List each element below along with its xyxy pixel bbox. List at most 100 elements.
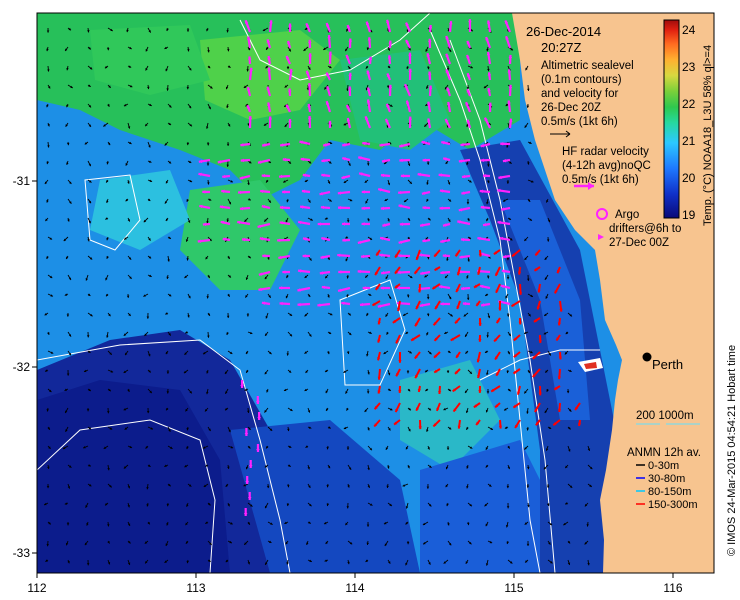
altimetry-arrow-head — [509, 561, 513, 564]
altimetry-arrow-head — [288, 370, 292, 373]
anmn-deep-arrow-head — [397, 308, 401, 312]
altimetry-arrow-head — [127, 504, 130, 508]
altimetry-arrow-head — [509, 161, 512, 164]
altimetry-arrow-head — [248, 160, 252, 164]
altimetry-arrow-head — [447, 523, 450, 526]
hf-radar-arrow-head — [268, 116, 272, 120]
anmn-deep-arrow-head — [553, 422, 557, 426]
hf-radar-arrow-head — [380, 206, 384, 211]
altimetry-arrow-head — [530, 294, 533, 297]
altimetry-arrow-head — [524, 238, 527, 241]
altimetry-arrow-head — [145, 560, 148, 564]
altimetry-arrow-head — [486, 276, 490, 279]
altimetry-arrow-head — [568, 409, 572, 412]
altimetry-arrow-head — [565, 331, 569, 335]
altimetry-arrow-head — [587, 448, 591, 451]
altimetry-arrow-head — [345, 48, 348, 52]
altimetry-arrow-head — [186, 560, 190, 564]
hf-radar-arrow-head — [443, 157, 447, 161]
altimetry-arrow-head — [524, 125, 527, 128]
anmn-deep-arrow-head — [558, 356, 562, 360]
altimetry-arrow-head — [205, 521, 208, 524]
altimetry-arrow-head — [426, 313, 430, 317]
altimetry-arrow-head — [325, 369, 328, 373]
altimetry-arrow-head — [47, 427, 50, 430]
altimetry-arrow-head — [123, 103, 127, 107]
altimetry-arrow-head — [428, 504, 432, 507]
altimetry-arrow-head — [584, 542, 587, 545]
hf-radar-arrow-head — [307, 39, 312, 43]
hf-radar-arrow-head — [256, 400, 260, 404]
altimetry-arrow-head — [185, 408, 188, 412]
hf-radar-arrow-head — [427, 118, 431, 122]
altimetry-arrow-head — [487, 315, 491, 319]
altimetry-arrow-head — [547, 503, 550, 506]
hf-radar-arrow-head — [302, 173, 307, 178]
anmn-deep-arrow-head — [434, 267, 438, 271]
altimetry-arrow-head — [469, 541, 472, 545]
altimetry-arrow-head — [348, 332, 352, 336]
altimetry-arrow-head — [448, 388, 451, 392]
hf-radar-arrow-head — [481, 303, 485, 307]
altimetry-arrow-head — [428, 217, 431, 221]
hf-radar-arrow-head — [244, 432, 249, 436]
altimetry-arrow-head — [423, 541, 426, 545]
hf-radar-arrow-head — [441, 140, 445, 145]
hf-radar-arrow-head — [346, 118, 351, 122]
hf-radar-arrow-head — [325, 23, 330, 27]
altimetry-arrow-head — [305, 445, 308, 448]
altimetry-arrow-head — [226, 143, 230, 146]
altimetry-arrow-head — [143, 294, 146, 297]
altimetry-arrow-head — [207, 335, 210, 338]
altimetry-arrow-head — [485, 293, 488, 296]
altimetry-arrow-head — [383, 351, 387, 355]
hf-legend-line: (4-12h avg)noQC — [562, 160, 651, 172]
altimetry-arrow-head — [248, 446, 251, 449]
altimetry-arrow-head — [345, 236, 348, 239]
altimetry-arrow-head — [564, 351, 568, 355]
altimetry-arrow-head — [46, 544, 50, 547]
altimetry-arrow-head — [67, 560, 70, 564]
altimetry-arrow-head — [468, 236, 471, 240]
altimetry-arrow-head — [127, 523, 131, 526]
hf-radar-arrow-head — [280, 143, 284, 147]
altimetry-arrow-head — [309, 559, 312, 563]
hf-radar-arrow-head — [458, 207, 463, 212]
hf-radar-arrow-head — [419, 303, 424, 308]
hf-radar-arrow-head — [462, 301, 466, 306]
altimetry-arrow-head — [48, 522, 51, 525]
altimetry-arrow-head — [450, 314, 453, 317]
altimetry-arrow-head — [188, 160, 192, 163]
altimetry-arrow-head — [309, 503, 312, 507]
hf-radar-arrow-head — [259, 237, 264, 241]
altimetry-arrow-head — [124, 427, 128, 430]
altimetry-arrow-head — [346, 447, 350, 450]
altimetry-arrow-head — [106, 335, 109, 338]
altimetry-arrow-head — [489, 540, 493, 544]
altimetry-arrow-head — [486, 48, 489, 52]
anmn-deep-arrow-head — [577, 423, 582, 427]
altimetry-arrow-head — [166, 28, 169, 32]
altimetry-arrow-head — [186, 142, 190, 146]
anmn-deep-arrow-head — [395, 408, 399, 413]
altimetry-arrow-head — [446, 370, 450, 374]
altimetry-arrow-head — [65, 124, 68, 127]
altimetry-arrow-head — [108, 313, 111, 317]
altimetry-arrow-head — [68, 352, 72, 356]
altimetry-arrow-head — [407, 465, 410, 469]
anmn-deep-arrow-head — [376, 252, 380, 256]
altimetry-arrow-head — [506, 506, 510, 509]
altimetry-arrow-head — [126, 29, 129, 33]
hf-radar-arrow-head — [465, 102, 469, 106]
altimetry-arrow-head — [265, 505, 268, 509]
altimetry-arrow-head — [188, 105, 192, 109]
altimetry-arrow-head — [326, 447, 330, 450]
anmn-deep-arrow-head — [455, 253, 459, 257]
hf-radar-arrow-head — [479, 189, 483, 194]
altimetry-arrow-head — [304, 179, 308, 182]
hf-radar-arrow-head — [398, 253, 402, 258]
anmn-deep-arrow-head — [476, 302, 480, 306]
hf-radar-arrow-head — [485, 36, 489, 41]
altimetry-arrow-head — [103, 446, 107, 449]
altimetry-arrow-head — [506, 485, 510, 489]
